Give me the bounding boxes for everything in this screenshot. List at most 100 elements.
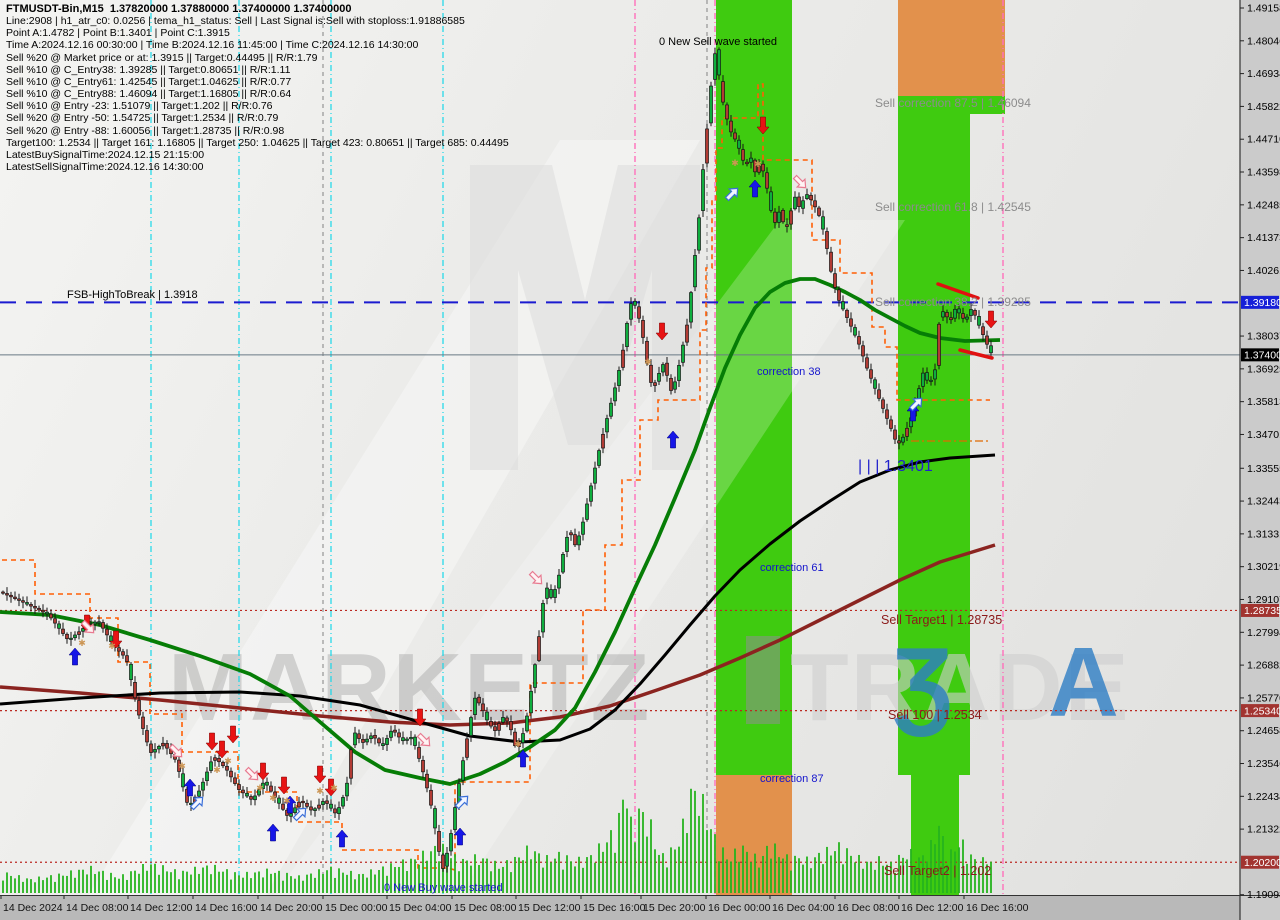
- watermark-text-right: TRADE: [790, 634, 1131, 741]
- candle-bear: [653, 382, 657, 386]
- candle-bear: [53, 618, 57, 624]
- fib-zones: [716, 0, 1005, 895]
- candle-bear: [133, 682, 137, 699]
- candle-bear: [149, 743, 153, 753]
- annotation-label: 0 New Buy wave started: [384, 882, 503, 894]
- buy-arrow-icon: [283, 795, 297, 814]
- candle-bear: [377, 738, 381, 744]
- candle-bear: [105, 628, 109, 636]
- candle-bull: [629, 303, 633, 320]
- red-trendline[interactable]: [936, 282, 980, 300]
- watermark-separator: [746, 636, 780, 724]
- candle-bull: [609, 402, 613, 417]
- candle-bull: [205, 771, 209, 782]
- candle-bull: [793, 196, 797, 210]
- candle-bull: [501, 717, 505, 723]
- candle-bear: [497, 723, 501, 731]
- sell-arrow-icon: [109, 630, 123, 649]
- trailing-stop-line: [2, 83, 990, 872]
- candle-bull: [965, 316, 969, 320]
- stop-line: [2, 83, 990, 872]
- candle-bull: [873, 379, 877, 389]
- candle-bull: [313, 808, 317, 811]
- candle-bear: [569, 532, 573, 536]
- level-lines: [0, 301, 1240, 863]
- candle-bear: [645, 340, 649, 363]
- candle-bull: [693, 255, 697, 288]
- candle-bear: [17, 598, 21, 601]
- candle-bull: [57, 623, 61, 629]
- moving-averages: [0, 277, 1001, 786]
- candle-bull: [157, 746, 161, 750]
- candle-bull: [45, 611, 49, 615]
- candle-bull: [345, 782, 349, 797]
- candle-bull: [777, 211, 781, 223]
- candle-bear: [269, 785, 273, 792]
- candle-bull: [953, 308, 957, 319]
- candle-bull: [933, 369, 937, 380]
- x-axis-label: 14 Dec 2024: [3, 902, 63, 914]
- candle-bear: [477, 696, 481, 704]
- candle-bear: [513, 731, 517, 747]
- y-axis-tick-label: 1.29107: [1247, 594, 1280, 606]
- candle-bull: [677, 365, 681, 381]
- buy-outline-arrow-icon: [189, 796, 204, 811]
- candle-bull: [265, 781, 269, 786]
- candle-bear: [117, 647, 121, 652]
- candle-bear: [217, 757, 221, 763]
- candle-bear: [981, 326, 985, 335]
- candle-bull: [453, 807, 457, 830]
- sell-arrow-icon: [324, 778, 338, 797]
- buy-outline-arrow-icon: [454, 795, 469, 810]
- y-axis-tick-label: 1.22434: [1247, 791, 1280, 803]
- candle-bull: [129, 663, 133, 680]
- annotation-label: Sell correction 61.8 | 1.42545: [875, 200, 1031, 214]
- buy-arrow-icon: [335, 829, 349, 848]
- candle-bull: [801, 200, 805, 209]
- candle-bull: [821, 216, 825, 230]
- candle-bear: [161, 742, 165, 747]
- candle-bear: [481, 703, 485, 712]
- y-axis-tick-label: 1.44710: [1247, 134, 1280, 146]
- sell-outline-arrow-icon: [80, 619, 95, 634]
- candle-bull: [405, 738, 409, 741]
- candle-bear: [77, 631, 81, 635]
- candle-bull: [841, 301, 845, 310]
- candle-bull: [929, 379, 933, 382]
- x-axis-label: 15 Dec 08:00: [454, 902, 517, 914]
- annotation-label: | | | 1.3401: [858, 458, 933, 475]
- candle-bear: [537, 636, 541, 661]
- candle-bear: [765, 172, 769, 189]
- annotation-label: Sell 100 | 1.2534: [888, 708, 982, 722]
- x-axis-panel[interactable]: [0, 896, 1240, 920]
- candle-bull: [805, 194, 809, 199]
- candle-bear: [505, 717, 509, 722]
- y-axis-panel[interactable]: [1240, 0, 1280, 920]
- y-axis-tick-label: 1.38037: [1247, 331, 1280, 343]
- candle-bear: [229, 770, 233, 778]
- candle-bear: [573, 534, 577, 546]
- x-axis-label: 14 Dec 20:00: [260, 902, 323, 914]
- y-axis-tick-label: 1.21322: [1247, 824, 1280, 836]
- candle-bear: [145, 730, 149, 743]
- candle-bull: [577, 535, 581, 546]
- annotations: 0 New Sell wave started 0 New Buy wave st…: [67, 36, 1031, 894]
- candle-bear: [757, 165, 761, 173]
- annotation-label: Sell correction 87.5 | 1.46094: [875, 96, 1031, 110]
- red-trendline[interactable]: [958, 348, 994, 360]
- candle-bull: [409, 737, 413, 740]
- annotation-label: 0 New Sell wave started: [659, 36, 777, 48]
- candle-bear: [705, 128, 709, 164]
- candle-bull: [597, 450, 601, 466]
- y-axis-tick-label: 1.36925: [1247, 363, 1280, 375]
- star-marker-icon: ✱: [514, 739, 522, 749]
- candle-bull: [277, 797, 281, 804]
- y-axis-tick-label: 1.43598: [1247, 167, 1280, 179]
- candle-bull: [329, 803, 333, 809]
- candle-bull: [73, 634, 77, 639]
- candle-bull: [81, 628, 85, 632]
- candle-bull: [69, 637, 73, 640]
